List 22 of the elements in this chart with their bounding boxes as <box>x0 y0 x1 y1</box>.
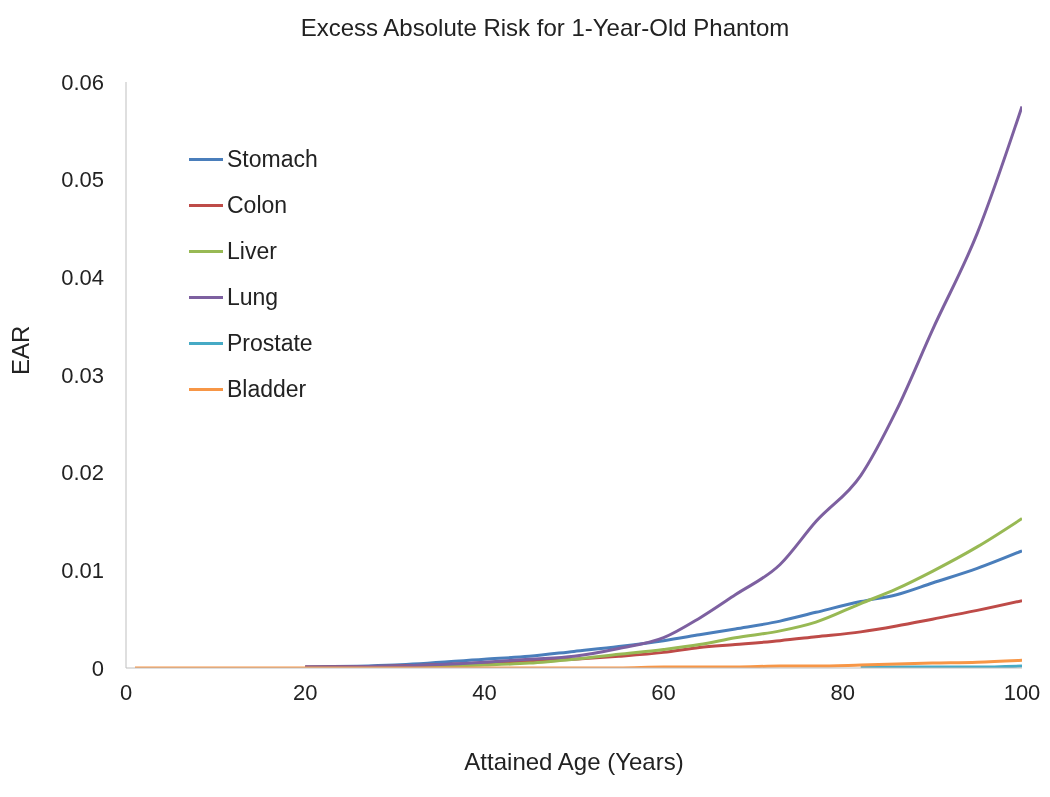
legend-label: Liver <box>227 237 277 265</box>
y-tick-label: 0.03 <box>61 362 104 388</box>
y-tick-label: 0.02 <box>61 460 104 486</box>
legend-label: Bladder <box>227 375 307 403</box>
x-tick-label: 0 <box>119 679 133 705</box>
y-tick-label: 0.04 <box>61 265 104 291</box>
y-tick-label: 0.05 <box>61 167 104 193</box>
legend-label: Colon <box>227 191 288 219</box>
x-tick-label: 80 <box>830 679 856 705</box>
legend-label: Lung <box>227 283 279 311</box>
legend-label: Stomach <box>227 145 318 173</box>
x-tick-label: 100 <box>1003 679 1041 705</box>
chart-title: Excess Absolute Risk for 1-Year-Old Phantom <box>299 13 791 43</box>
x-tick-label: 20 <box>292 679 318 705</box>
y-axis-title: EAR <box>6 325 34 375</box>
x-tick-label: 40 <box>472 679 497 705</box>
x-axis-title: Attained Age (Years) <box>464 748 684 775</box>
legend-label: Prostate <box>227 329 313 357</box>
x-tick-label: 60 <box>651 679 676 705</box>
y-tick-label: 0.06 <box>61 69 104 95</box>
y-tick-label: 0 <box>91 655 104 681</box>
y-tick-label: 0.01 <box>61 558 104 584</box>
